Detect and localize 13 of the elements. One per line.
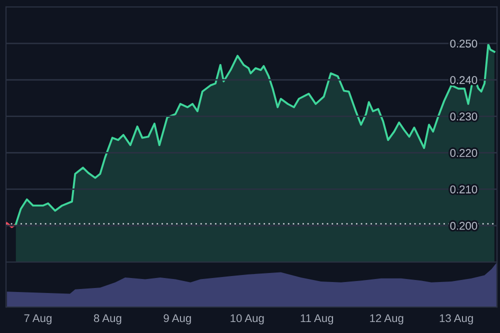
y-tick-label: 0.250 xyxy=(450,40,478,48)
x-tick-label: 9 Aug xyxy=(164,314,191,324)
y-tick-label: 0.200 xyxy=(450,222,478,230)
x-tick-label: 7 Aug xyxy=(24,314,52,324)
y-tick-label: 0.240 xyxy=(450,76,478,84)
y-tick-label: 0.230 xyxy=(450,112,478,120)
x-tick-label: 10 Aug xyxy=(230,314,264,324)
x-tick-label: 12 Aug xyxy=(370,314,404,324)
x-tick-label: 11 Aug xyxy=(300,314,334,324)
y-tick-label: 0.220 xyxy=(450,149,478,157)
x-tick-label: 8 Aug xyxy=(94,314,122,324)
y-tick-label: 0.210 xyxy=(450,185,478,194)
x-tick-label: 13 Aug xyxy=(440,314,473,324)
